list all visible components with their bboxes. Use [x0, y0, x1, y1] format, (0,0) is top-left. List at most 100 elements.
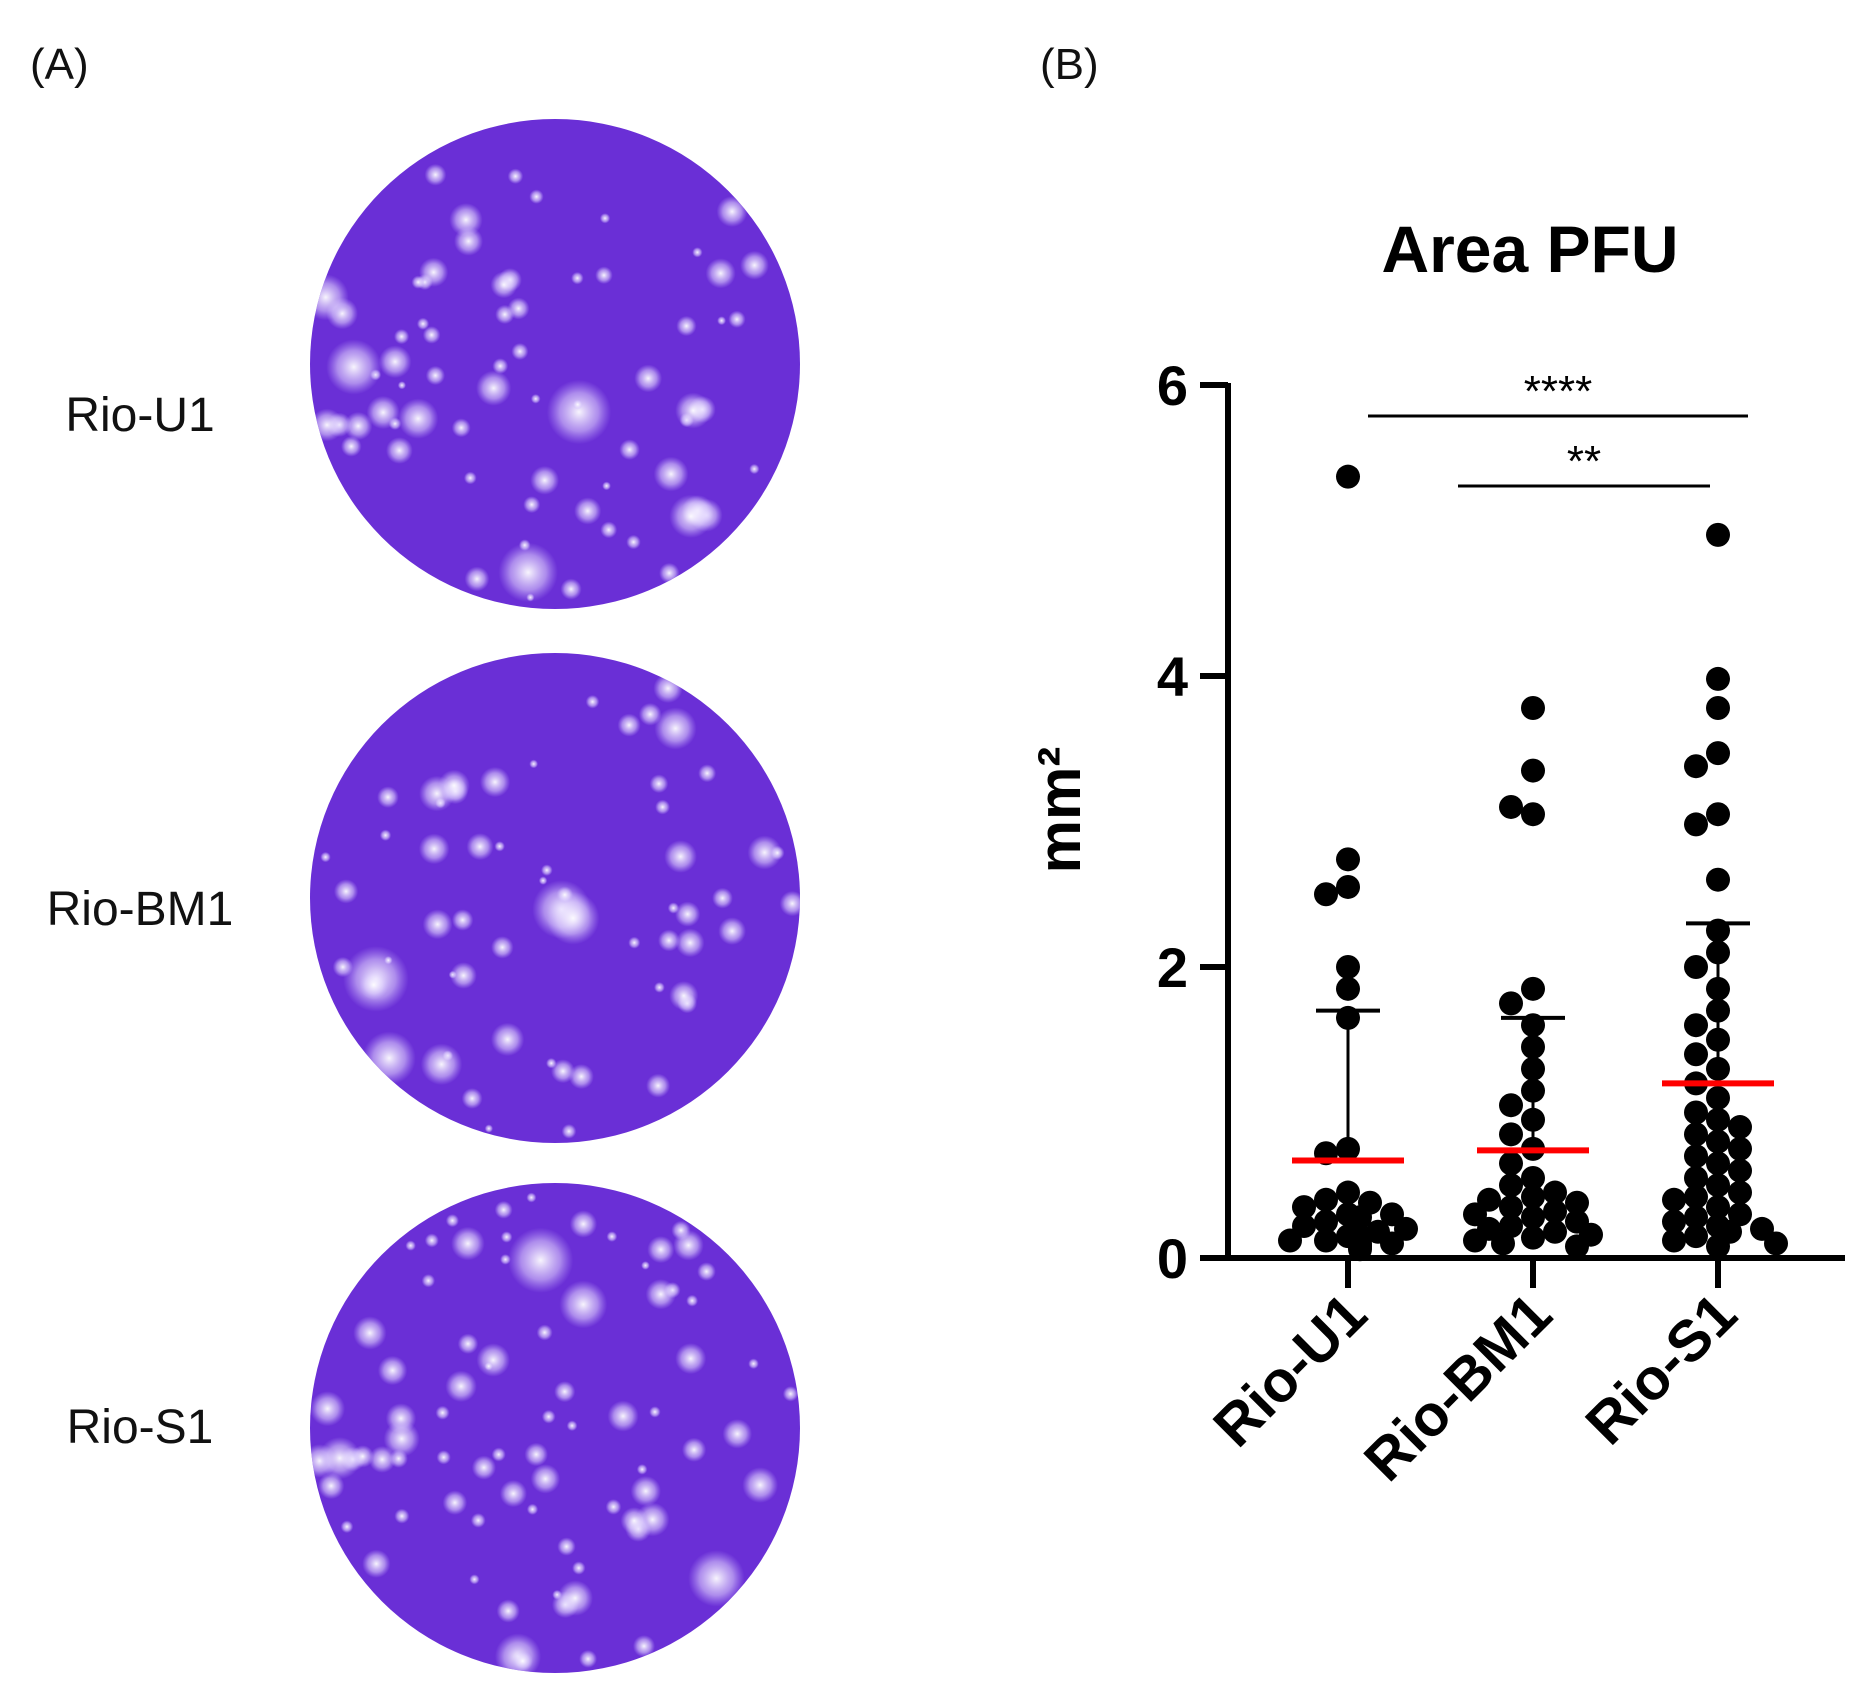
plaque-spot — [599, 213, 611, 224]
data-point — [1499, 1093, 1523, 1118]
plaque-spot — [529, 189, 544, 204]
plaque-spot — [557, 1537, 576, 1556]
plaque-spot — [572, 1561, 586, 1575]
plaque-spot — [559, 1280, 608, 1329]
y-tick-label: 2 — [1157, 936, 1188, 999]
plaque-spot — [340, 1520, 354, 1534]
plaque-spot — [397, 381, 407, 390]
plaque-spot — [717, 316, 727, 326]
plaque-spot — [368, 1445, 396, 1473]
plaque-spot — [579, 1649, 598, 1668]
data-point — [1348, 1237, 1372, 1262]
plaque-spot — [491, 1447, 506, 1462]
plaque-spot — [461, 1088, 483, 1109]
plaque-spot — [560, 578, 582, 600]
plaque-spot — [602, 481, 611, 491]
plaque-spot — [658, 929, 680, 952]
plaque-spot — [716, 196, 748, 228]
plaque-spot — [728, 310, 746, 328]
plaque-spot — [508, 1227, 574, 1293]
plaque-spot — [698, 764, 717, 783]
plaque-spot — [425, 365, 446, 386]
plaque-spot — [653, 456, 689, 492]
x-tick-label: Rio-BM1 — [1352, 1281, 1564, 1493]
data-point — [1336, 464, 1360, 489]
data-point — [1684, 1184, 1708, 1209]
plaque-spot — [569, 1210, 598, 1238]
data-point — [1336, 955, 1360, 979]
y-axis-label: mm² — [1026, 747, 1093, 874]
plaque-spot — [479, 766, 511, 798]
plaque-spot — [619, 439, 640, 460]
plaque-spot — [571, 271, 584, 285]
plaque-spot — [628, 936, 641, 949]
significance-label: **** — [1524, 367, 1593, 416]
data-point — [1706, 741, 1730, 766]
panel-label-b: (B) — [1040, 40, 1099, 89]
plaque-spot — [526, 1192, 537, 1203]
significance-label: ** — [1567, 437, 1601, 486]
plaque-spot — [466, 833, 494, 861]
plaque-spot — [529, 759, 539, 769]
plaque-spot — [654, 981, 665, 993]
plaque-spot — [574, 497, 602, 525]
plaque-spot — [424, 163, 447, 186]
plaque-spot — [436, 1450, 451, 1465]
plaque-spot — [556, 886, 574, 904]
plaque-spot — [379, 829, 392, 841]
plaque-spot — [377, 786, 399, 809]
plaque-spot — [435, 1405, 450, 1420]
plaque-spot — [675, 392, 712, 429]
plaque-spot — [416, 317, 430, 330]
data-point — [1706, 802, 1730, 827]
plaque-spot — [418, 833, 450, 865]
data-point — [1521, 802, 1545, 827]
data-point — [1706, 522, 1730, 547]
plaque-spot — [518, 539, 531, 551]
plaque-spot — [445, 1214, 459, 1228]
data-point — [1314, 1209, 1338, 1234]
plaque-spot — [675, 1343, 707, 1375]
plaque-spot — [469, 1574, 480, 1585]
plaque-spot — [606, 1231, 618, 1242]
plaque-spot — [318, 1436, 361, 1480]
y-tick-label: 6 — [1157, 354, 1188, 417]
data-point — [1314, 1187, 1338, 1212]
plaque-spot — [546, 1057, 557, 1069]
plaque-spot — [317, 1472, 345, 1500]
plaque-spot — [484, 1124, 494, 1133]
plaque-spot — [676, 315, 697, 337]
data-point — [1706, 867, 1730, 892]
data-point — [1706, 696, 1730, 721]
plaque-spots-rio-u1 — [310, 163, 769, 603]
plaque-spot — [353, 1316, 387, 1350]
plaque-spot — [383, 1420, 420, 1457]
plaque-spot — [326, 339, 382, 395]
data-point — [1728, 1136, 1752, 1161]
data-point — [1706, 666, 1730, 691]
plaque-spot — [366, 395, 400, 430]
data-point — [1521, 1205, 1545, 1230]
plaque-spot — [512, 1650, 533, 1672]
data-point — [1463, 1228, 1487, 1253]
plaque-spot — [546, 379, 612, 445]
plaque-spot — [526, 1503, 539, 1515]
plaque-spot — [541, 864, 553, 876]
data-point — [1684, 1122, 1708, 1147]
chart-title: Area PFU — [1381, 212, 1678, 286]
x-tick-label: Rio-U1 — [1201, 1281, 1379, 1459]
plaque-spot — [524, 1442, 549, 1467]
plaque-spot — [507, 168, 524, 184]
plaque-spot — [340, 436, 362, 457]
plaque-spots-rio-bm1 — [320, 673, 800, 1139]
x-tick-label: Rio-S1 — [1573, 1281, 1749, 1457]
plaque-spot — [530, 393, 541, 404]
data-point — [1684, 1144, 1708, 1169]
data-point — [1336, 874, 1360, 899]
plaque-spot — [405, 1240, 416, 1251]
plaque-spot — [476, 1343, 510, 1377]
data-point — [1565, 1190, 1589, 1215]
plaque-spot — [451, 418, 471, 438]
plaque-spot — [530, 1464, 561, 1494]
